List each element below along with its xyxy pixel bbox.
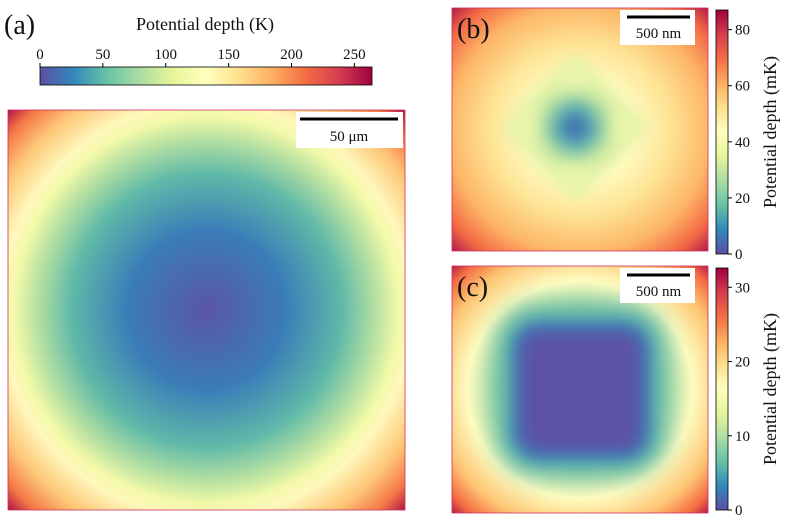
colorbar-tick-label: 100	[155, 47, 178, 63]
colorbar-tick-label: 10	[735, 429, 750, 445]
colorbar-tick-label: 50	[95, 47, 110, 63]
colorbar-label: Potential depth (mK)	[760, 56, 781, 208]
colorbar-tick-label: 150	[217, 47, 240, 63]
colorbar	[39, 66, 373, 86]
panel-label: (c)	[457, 272, 488, 303]
colorbar-tick-label: 0	[735, 247, 743, 263]
colorbar-tick-label: 0	[36, 47, 44, 63]
colorbar-tick-label: 20	[735, 191, 750, 207]
heatmap-frame	[451, 7, 709, 252]
heatmap-frame	[7, 109, 406, 511]
colorbar-tick-label: 0	[735, 503, 743, 519]
scale-bar-label: 500 nm	[636, 284, 682, 300]
colorbar	[715, 9, 729, 255]
scale-bar-label: 500 nm	[636, 26, 682, 42]
colorbar-tick-label: 200	[280, 47, 303, 63]
colorbar-tick-label: 30	[735, 280, 750, 296]
colorbar-label: Potential depth (mK)	[760, 313, 781, 465]
panel-label: (a)	[4, 10, 35, 41]
heatmap-b	[452, 8, 708, 251]
colorbar	[715, 267, 729, 511]
heatmap-frame	[451, 265, 709, 514]
scale-bar-label: 50 μm	[330, 129, 369, 145]
colorbar-label: Potential depth (K)	[136, 14, 274, 35]
heatmap-a	[8, 110, 405, 510]
colorbar-tick-label: 80	[735, 23, 750, 39]
colorbar-tick-label: 40	[735, 135, 750, 151]
colorbar-tick-label: 60	[735, 79, 750, 95]
colorbar-tick-label: 20	[735, 355, 750, 371]
heatmap-c	[452, 266, 708, 513]
colorbar-tick-label: 250	[343, 47, 366, 63]
panel-label: (b)	[457, 14, 490, 45]
